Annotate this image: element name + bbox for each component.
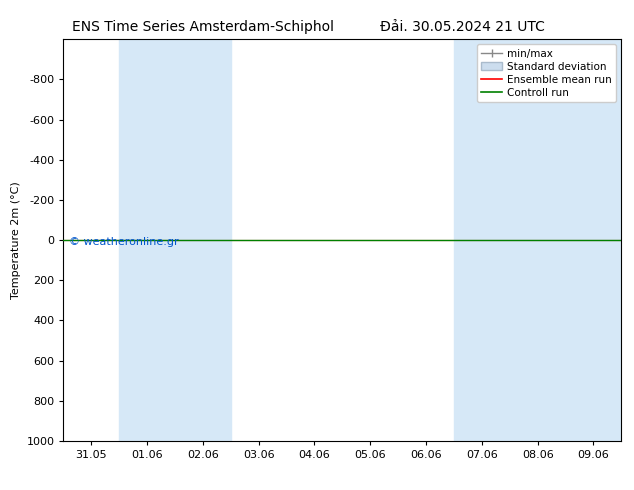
Y-axis label: Temperature 2m (°C): Temperature 2m (°C): [11, 181, 21, 299]
Text: © weatheronline.gr: © weatheronline.gr: [69, 237, 179, 246]
Bar: [454, 39, 621, 441]
Legend: min/max, Standard deviation, Ensemble mean run, Controll run: min/max, Standard deviation, Ensemble me…: [477, 45, 616, 102]
Text: ENS Time Series Amsterdam-Schiphol: ENS Time Series Amsterdam-Schiphol: [72, 20, 334, 34]
Text: Đải. 30.05.2024 21 UTC: Đải. 30.05.2024 21 UTC: [380, 20, 545, 34]
Bar: [119, 39, 231, 441]
